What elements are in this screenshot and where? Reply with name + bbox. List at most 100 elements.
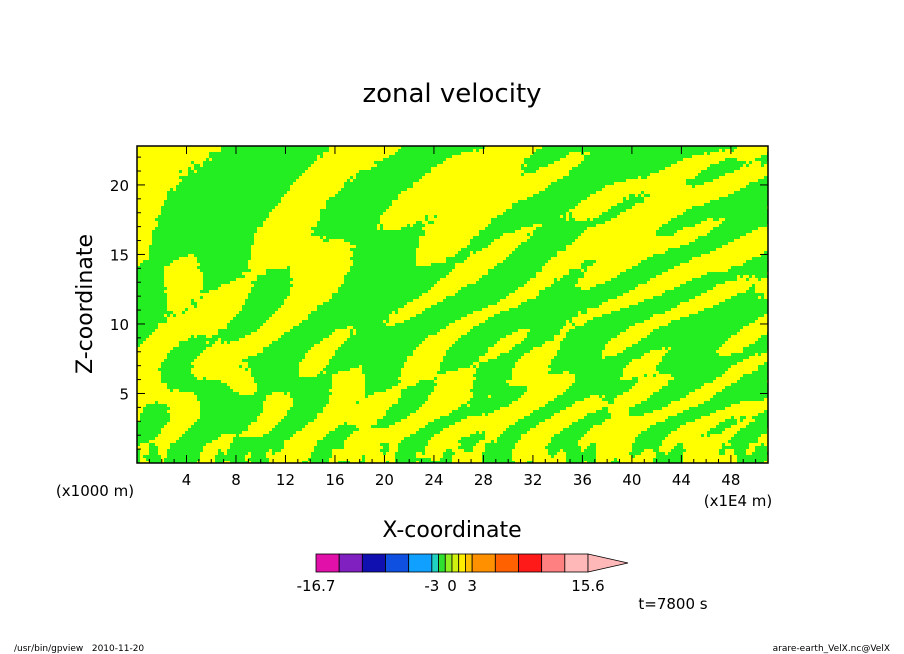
field-patch [521,227,536,230]
field-patch [692,155,761,158]
field-patch [716,248,768,251]
field-patch [350,368,362,371]
field-patch [728,338,758,341]
field-patch [404,305,431,308]
colorbar-segment [451,553,460,573]
field-patch [530,278,554,281]
field-patch [176,314,236,317]
field-patch [329,461,338,463]
field-patch [290,185,344,188]
field-patch [137,239,152,242]
field-patch [431,170,524,173]
field-patch [716,410,764,413]
field-patch [575,206,611,209]
field-patch [389,443,398,446]
field-patch [740,329,768,332]
field-patch [719,218,725,221]
field-patch [431,167,521,170]
field-patch [290,272,347,275]
field-patch [329,395,365,398]
field-patch [638,380,668,383]
field-patch [224,452,227,455]
field-patch [323,407,389,410]
field-patch [572,404,635,407]
field-patch [500,338,524,341]
field-patch [581,437,635,440]
colorbar-labels: -16.7 -3 0 3 15.6 [297,577,605,595]
field-patch [425,230,479,233]
field-patch [137,230,152,233]
field-patch [638,284,680,287]
field-patch [476,443,485,446]
field-patch [479,440,491,443]
field-patch [680,263,743,266]
field-patch [167,317,233,320]
field-patch [308,350,335,353]
field-patch [170,407,200,410]
field-patch [602,353,617,356]
field-patch [374,392,401,395]
field-patch [656,275,701,278]
field-patch [137,215,158,218]
field-patch [521,356,554,359]
field-patch [323,152,395,155]
x-tick-label: 12 [276,471,295,489]
field-patch [137,416,140,419]
field-patch [329,458,362,461]
field-patch [710,251,764,254]
field-patch [416,455,443,458]
field-patch [713,287,749,290]
field-patch [644,200,710,203]
field-patch [518,329,530,332]
field-patch [257,419,281,422]
field-patch [599,305,629,308]
field-patch [644,191,734,194]
field-patch [314,161,374,164]
field-patch [560,332,566,335]
field-patch [512,371,548,374]
field-patch [137,254,149,257]
field-patch [293,278,344,281]
field-patch [428,440,458,443]
field-patch [632,359,662,362]
field-patch [434,221,491,224]
field-patch [695,389,722,392]
field-patch [290,188,341,191]
field-patch [683,458,737,461]
field-patch [587,308,620,311]
field-patch [500,236,530,239]
field-patch [263,224,317,227]
field-patch [701,221,722,224]
field-patch [614,398,647,401]
field-patch [740,401,768,404]
field-patch [626,329,653,332]
field-patch [299,176,350,179]
field-patch [635,194,638,197]
field-patch [677,230,710,233]
field-patch [314,344,341,347]
field-patch [155,443,170,446]
field-patch [257,416,284,419]
field-patch [641,194,644,197]
field-patch [587,227,659,230]
field-patch [740,236,768,239]
field-patch [434,284,467,287]
field-patch [275,206,326,209]
field-patch [227,383,257,386]
field-patch [707,218,713,221]
field-patch [671,164,710,167]
field-patch [452,455,482,458]
field-patch [512,401,548,404]
field-patch [527,431,560,434]
field-patch [152,332,218,335]
field-patch [512,374,575,377]
field-patch [524,392,563,395]
field-patch [323,155,389,158]
field-patch [719,149,722,152]
field-patch [203,350,263,353]
field-patch [137,158,206,161]
field-patch [596,224,662,227]
field-patch [743,326,768,329]
field-patch [677,305,713,308]
field-patch [671,308,704,311]
